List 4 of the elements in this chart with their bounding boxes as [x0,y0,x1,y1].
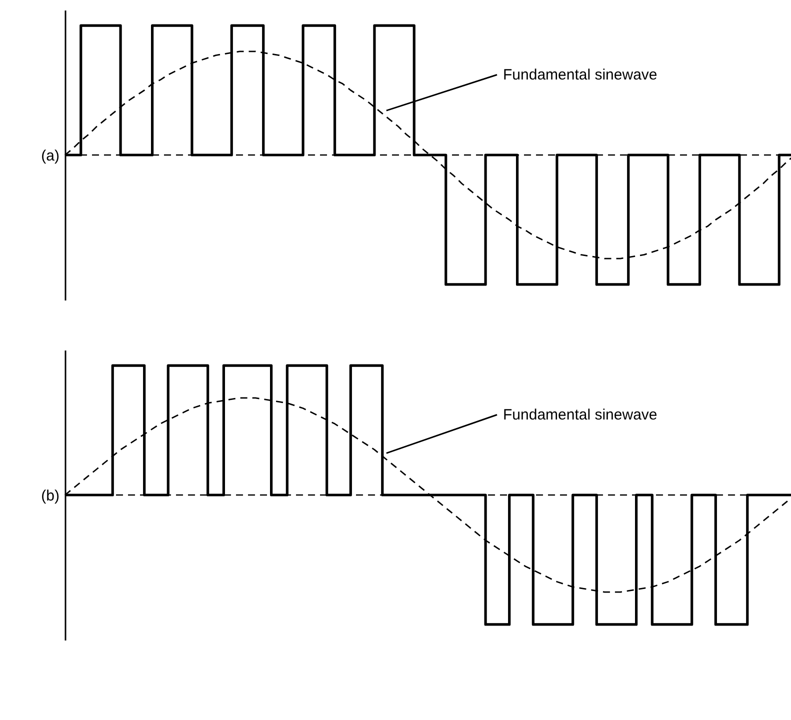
annotation: Fundamental sinewave [503,406,658,424]
y-axis-title: (b) [41,488,60,504]
y-axis-title: (a) [41,148,60,164]
annotation: Fundamental sinewave [503,66,658,84]
